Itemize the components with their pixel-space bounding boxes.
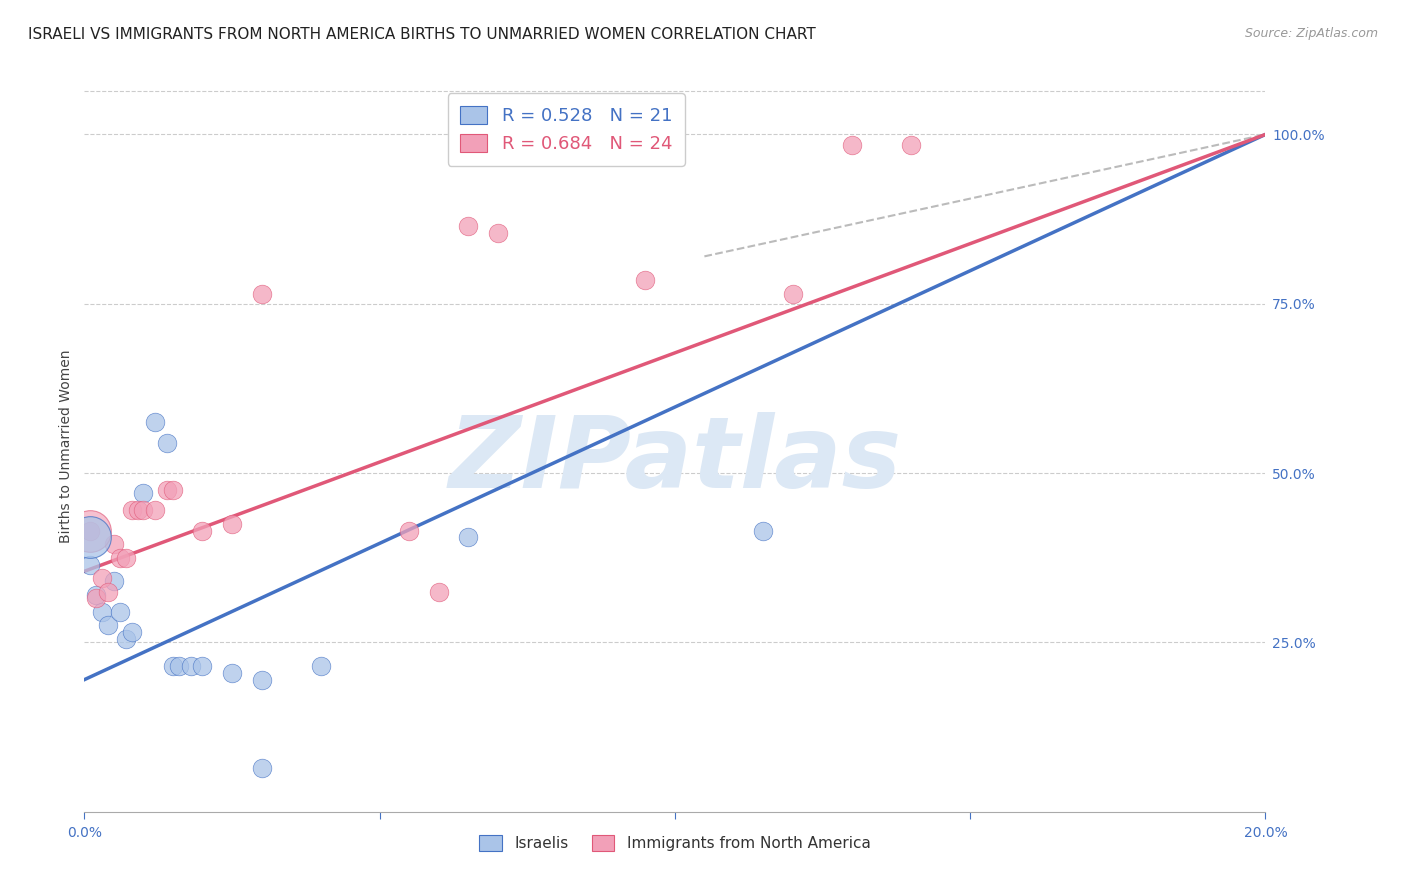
Point (156, 483, 179, 497)
Point (114, 632, 136, 646)
Point (108, 605, 131, 619)
Point (97, 618, 120, 632)
Point (91, 571, 114, 585)
Point (121, 625, 143, 640)
Point (156, 435, 179, 450)
Point (486, 226, 509, 240)
Point (84, 588, 107, 602)
Y-axis label: Births to Unmarried Women: Births to Unmarried Women (59, 350, 73, 542)
Point (79, 558, 101, 572)
Point (143, 415, 166, 429)
Point (79, 530, 101, 544)
Text: ZIPatlas: ZIPatlas (449, 412, 901, 509)
Point (841, 137, 863, 152)
Point (457, 219, 479, 233)
Point (250, 761, 273, 775)
Point (752, 524, 775, 538)
Point (221, 516, 243, 531)
Point (782, 286, 804, 301)
Point (162, 659, 184, 673)
Point (457, 530, 479, 544)
Point (127, 503, 149, 517)
Point (180, 659, 202, 673)
Point (103, 574, 125, 589)
Point (84, 591, 107, 606)
Text: Source: ZipAtlas.com: Source: ZipAtlas.com (1244, 27, 1378, 40)
Point (103, 537, 125, 551)
Point (143, 503, 166, 517)
Point (427, 584, 450, 599)
Text: ISRAELI VS IMMIGRANTS FROM NORTH AMERICA BIRTHS TO UNMARRIED WOMEN CORRELATION C: ISRAELI VS IMMIGRANTS FROM NORTH AMERICA… (28, 27, 815, 42)
Point (114, 550, 136, 565)
Point (108, 550, 131, 565)
Point (132, 486, 155, 500)
Point (167, 659, 190, 673)
Point (79, 524, 101, 538)
Point (191, 524, 214, 538)
Point (250, 286, 273, 301)
Point (221, 665, 243, 680)
Point (398, 524, 420, 538)
Legend: Israelis, Immigrants from North America: Israelis, Immigrants from North America (471, 828, 879, 859)
Point (121, 503, 143, 517)
Point (900, 137, 922, 152)
Point (79, 524, 101, 538)
Point (132, 503, 155, 517)
Point (250, 673, 273, 687)
Point (91, 605, 114, 619)
Point (309, 659, 332, 673)
Point (162, 483, 184, 497)
Point (191, 659, 214, 673)
Point (97, 584, 120, 599)
Point (634, 273, 657, 287)
